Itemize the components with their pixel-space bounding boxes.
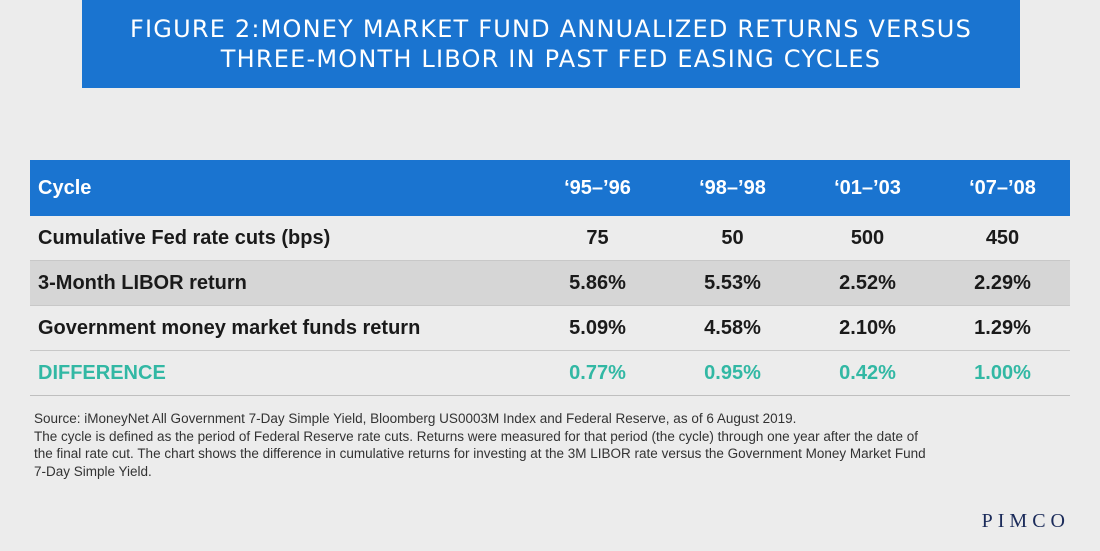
returns-table: Cycle ‘95–’96 ‘98–’98 ‘01–’03 ‘07–’08 Cu…: [30, 160, 1070, 396]
figure-title-line-2: THREE-MONTH LIBOR IN PAST FED EASING CYC…: [220, 45, 882, 73]
table-header-row: Cycle ‘95–’96 ‘98–’98 ‘01–’03 ‘07–’08: [30, 160, 1070, 216]
table-cell: 50: [721, 226, 744, 249]
source-footnote: Source: iMoneyNet All Government 7-Day S…: [34, 410, 934, 480]
header-col-01-03: ‘01–’03: [834, 176, 901, 199]
row-label: Cumulative Fed rate cuts (bps): [38, 226, 331, 249]
row-label: 3-Month LIBOR return: [38, 271, 247, 294]
header-col-95-96: ‘95–’96: [564, 176, 631, 199]
table-row-rate-cuts: Cumulative Fed rate cuts (bps) 75 50 500…: [30, 216, 1070, 261]
table-cell: 4.58%: [704, 316, 761, 339]
table-row-libor-return: 3-Month LIBOR return 5.86% 5.53% 2.52% 2…: [30, 261, 1070, 306]
table-cell: 5.53%: [704, 271, 761, 294]
row-label: DIFFERENCE: [38, 361, 166, 384]
footnote-source: Source: iMoneyNet All Government 7-Day S…: [34, 411, 797, 426]
header-cycle-label: Cycle: [38, 176, 92, 199]
pimco-logo: PIMCO: [981, 510, 1070, 532]
row-label: Government money market funds return: [38, 316, 421, 339]
table-cell: 1.00%: [974, 361, 1031, 384]
table-cell: 2.52%: [839, 271, 896, 294]
table-cell: 2.29%: [974, 271, 1031, 294]
table-cell: 500: [850, 226, 885, 249]
table-cell: 0.95%: [704, 361, 761, 384]
table-cell: 450: [985, 226, 1020, 249]
table-cell: 5.09%: [569, 316, 626, 339]
table-cell: 2.10%: [839, 316, 896, 339]
header-col-98-98: ‘98–’98: [699, 176, 766, 199]
table-cell: 1.29%: [974, 316, 1031, 339]
figure-title-line-1: FIGURE 2:MONEY MARKET FUND ANNUALIZED RE…: [129, 15, 973, 43]
figure-title-banner: FIGURE 2:MONEY MARKET FUND ANNUALIZED RE…: [82, 0, 1020, 88]
footnote-note: The cycle is defined as the period of Fe…: [34, 428, 926, 479]
table-cell: 75: [586, 226, 609, 249]
table-cell: 0.77%: [569, 361, 626, 384]
table-row-mmf-return: Government money market funds return 5.0…: [30, 306, 1070, 351]
header-col-07-08: ‘07–’08: [969, 176, 1036, 199]
table-row-difference: DIFFERENCE 0.77% 0.95% 0.42% 1.00%: [30, 351, 1070, 396]
table-cell: 5.86%: [569, 271, 626, 294]
table-cell: 0.42%: [839, 361, 896, 384]
